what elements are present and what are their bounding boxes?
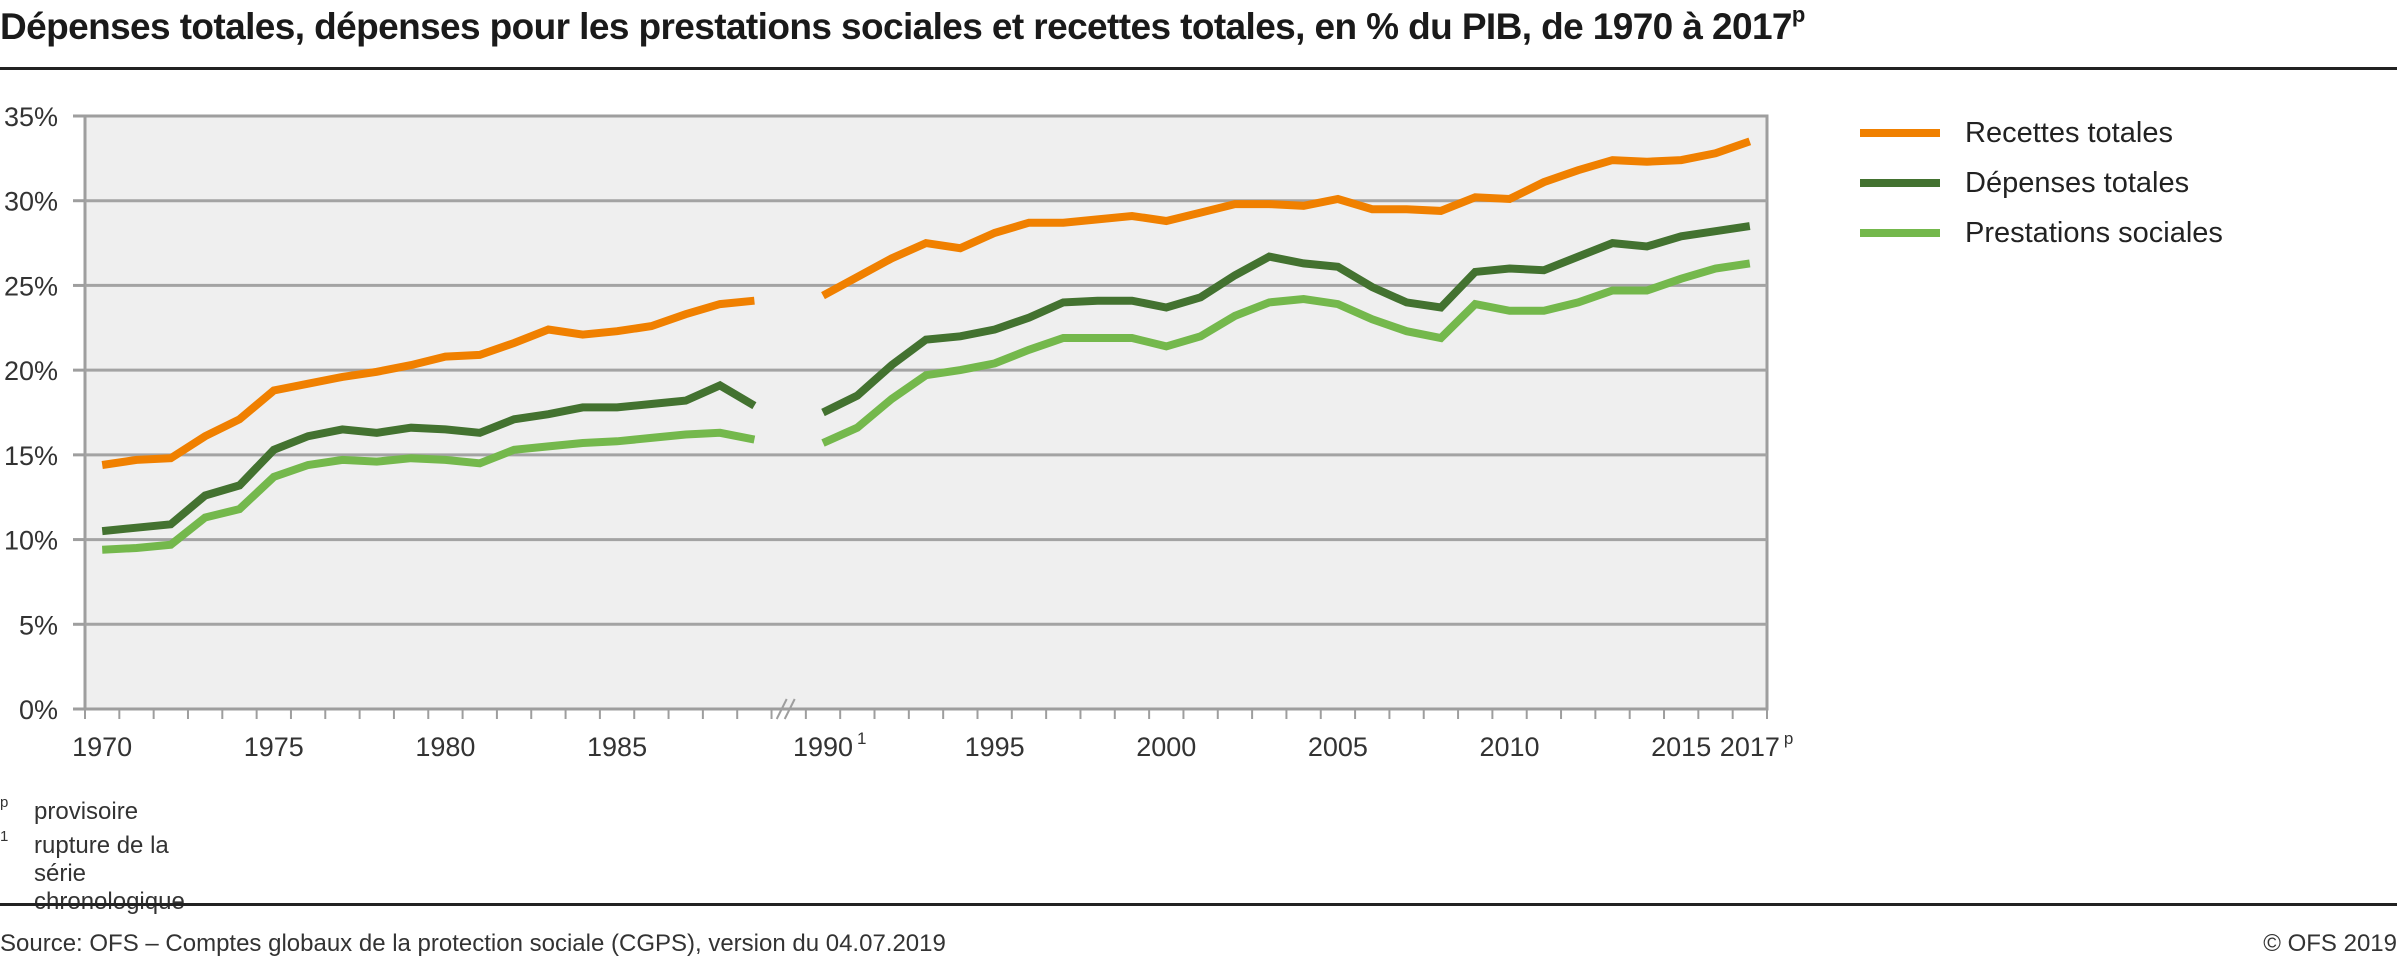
x-tick-label: 1995 (965, 732, 1025, 762)
x-tick-label: 1980 (415, 732, 475, 762)
y-tick-label: 25% (4, 271, 58, 301)
x-tick-label-sup: 1 (857, 729, 866, 748)
x-tick-label: 2005 (1308, 732, 1368, 762)
x-tick-label: 2017 (1720, 732, 1780, 762)
legend-swatch-depenses (1860, 179, 1940, 187)
y-axis: 0% 5% 10% 15% 20% 25% 30% 35% (4, 102, 85, 725)
copyright: © OFS 2019 (2263, 930, 2397, 957)
legend-item-prestations: Prestations sociales (1860, 208, 2223, 258)
x-tick-label: 1975 (244, 732, 304, 762)
x-tick-label-sup: p (1784, 729, 1793, 748)
series-line-recettes-totales-segment-2 (821, 137, 1752, 300)
chart-title-sup: p (1791, 2, 1805, 27)
source-note: Source: OFS – Comptes globaux de la prot… (0, 930, 946, 957)
y-tick-label: 35% (4, 102, 58, 132)
legend-swatch-recettes (1860, 129, 1940, 137)
line-chart: 0%5%10%15%20%25%30%35% 1970 1975 1980 1985 1… (4, 102, 1793, 762)
legend: Recettes totales Dépenses totales Presta… (1860, 108, 2223, 258)
legend-item-recettes: Recettes totales (1860, 108, 2223, 158)
y-tick-label: 10% (4, 526, 58, 556)
y-tick-label: 15% (4, 441, 58, 471)
legend-label: Recettes totales (1965, 116, 2173, 149)
x-tick-label: 1990 (793, 732, 853, 762)
y-tick-label: 20% (4, 356, 58, 386)
x-tick-label: 2010 (1480, 732, 1540, 762)
chart-title: Dépenses totales, dépenses pour les pres… (0, 2, 1805, 48)
axis-break-mark (783, 698, 796, 720)
y-tick-label: 30% (4, 187, 58, 217)
x-axis: 1970 1975 1980 1985 1990 1 1995 2000 2005 2010 201… (72, 698, 1793, 762)
footer-divider (0, 903, 2397, 906)
series-lines (101, 137, 1752, 554)
series-line-d-penses-totales-segment-2 (821, 222, 1751, 417)
x-tick-label: 1970 (72, 732, 132, 762)
footnote-text: provisoire (34, 798, 139, 825)
series-line-d-penses-totales-segment-1 (101, 380, 757, 536)
x-tick-label: 2000 (1136, 732, 1196, 762)
x-tick-label: 2015 (1651, 732, 1711, 762)
series-line-prestations-sociales-segment-2 (821, 259, 1751, 447)
legend-item-depenses: Dépenses totales (1860, 158, 2223, 208)
footnote-mark: 1 (0, 828, 9, 845)
legend-label: Dépenses totales (1965, 166, 2190, 199)
footnote-mark: p (0, 794, 9, 811)
series-line-prestations-sociales-segment-1 (102, 428, 756, 554)
x-tick-label: 1985 (587, 732, 647, 762)
y-tick-label: 5% (19, 610, 58, 640)
y-tick-label: 0% (19, 695, 58, 725)
title-divider (0, 67, 2397, 70)
plot-background (83, 114, 1769, 711)
legend-label: Prestations sociales (1965, 216, 2223, 249)
series-line-recettes-totales-segment-1 (101, 296, 755, 469)
legend-swatch-prestations (1860, 229, 1940, 237)
chart-title-text: Dépenses totales, dépenses pour les pres… (0, 6, 1793, 47)
axis-break-mark (775, 698, 788, 720)
footnote-text: rupture de la série chronologique (34, 832, 185, 915)
